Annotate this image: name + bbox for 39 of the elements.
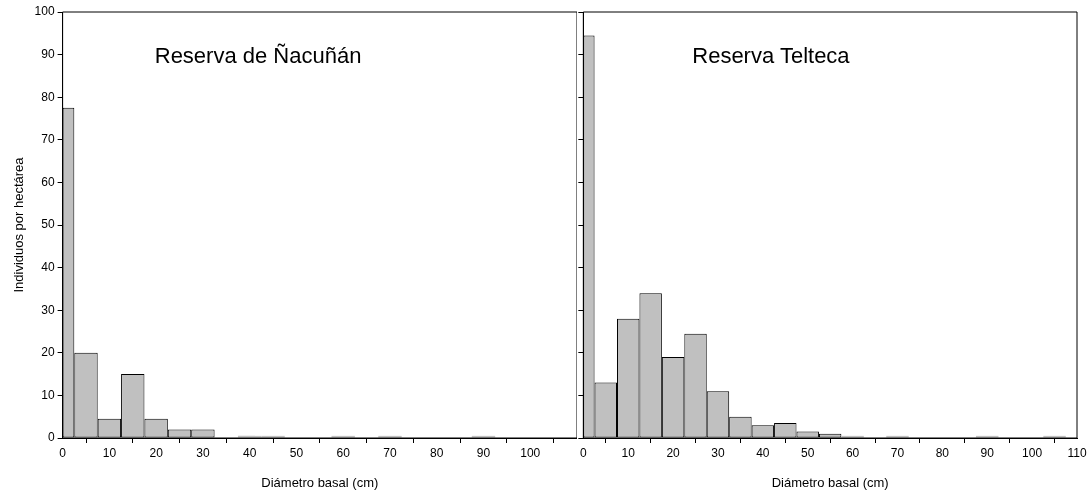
y-tick-label: 80: [41, 89, 55, 104]
text: Reserva de Ñacuñán: [154, 43, 362, 69]
x-tick-label: 50: [801, 445, 815, 460]
x-tick-label: 100: [520, 445, 541, 460]
x-tick-label: 0: [59, 445, 67, 460]
y-axis-title: Individuos por hectárea: [11, 156, 27, 293]
x-tick-label: 40: [242, 445, 257, 460]
x-tick-label: 50: [289, 445, 304, 460]
x-tick-label: 0: [579, 445, 587, 460]
x-tick-label: 80: [935, 445, 950, 460]
y-tick-label: 60: [41, 174, 55, 189]
x-axis-title: Diámetro basal (cm): [771, 474, 889, 490]
y-tick-label: 100: [34, 4, 55, 19]
x-tick-label: 70: [890, 445, 905, 460]
x-tick-label: 40: [756, 445, 770, 460]
y-tick-label: 70: [41, 132, 55, 147]
x-tick-label: 60: [336, 445, 351, 460]
y-tick-label: 90: [41, 46, 55, 61]
y-tick-label: 40: [41, 259, 55, 274]
x-tick-label: 80: [430, 445, 444, 460]
x-tick-label: 60: [845, 445, 860, 460]
y-tick-label: 0: [47, 430, 55, 445]
x-tick-label: 20: [666, 445, 681, 460]
x-tick-label: 90: [980, 445, 995, 460]
x-tick-label: 70: [383, 445, 397, 460]
y-tick-label: 30: [41, 302, 55, 317]
y-tick-label: 20: [41, 345, 55, 360]
y-tick-label: 10: [41, 387, 55, 402]
text: Reserva Telteca: [692, 43, 851, 69]
x-axis-title: Diámetro basal (cm): [261, 474, 379, 490]
x-tick-label: 90: [476, 445, 491, 460]
x-tick-label: 20: [149, 445, 164, 460]
x-tick-label: 10: [102, 445, 117, 460]
x-tick-label: 10: [621, 445, 636, 460]
x-tick-label: 100: [1022, 445, 1043, 460]
x-tick-label: 30: [196, 445, 210, 460]
x-tick-label: 110: [1067, 445, 1087, 460]
x-tick-label: 30: [711, 445, 725, 460]
y-tick-label: 50: [41, 217, 55, 232]
